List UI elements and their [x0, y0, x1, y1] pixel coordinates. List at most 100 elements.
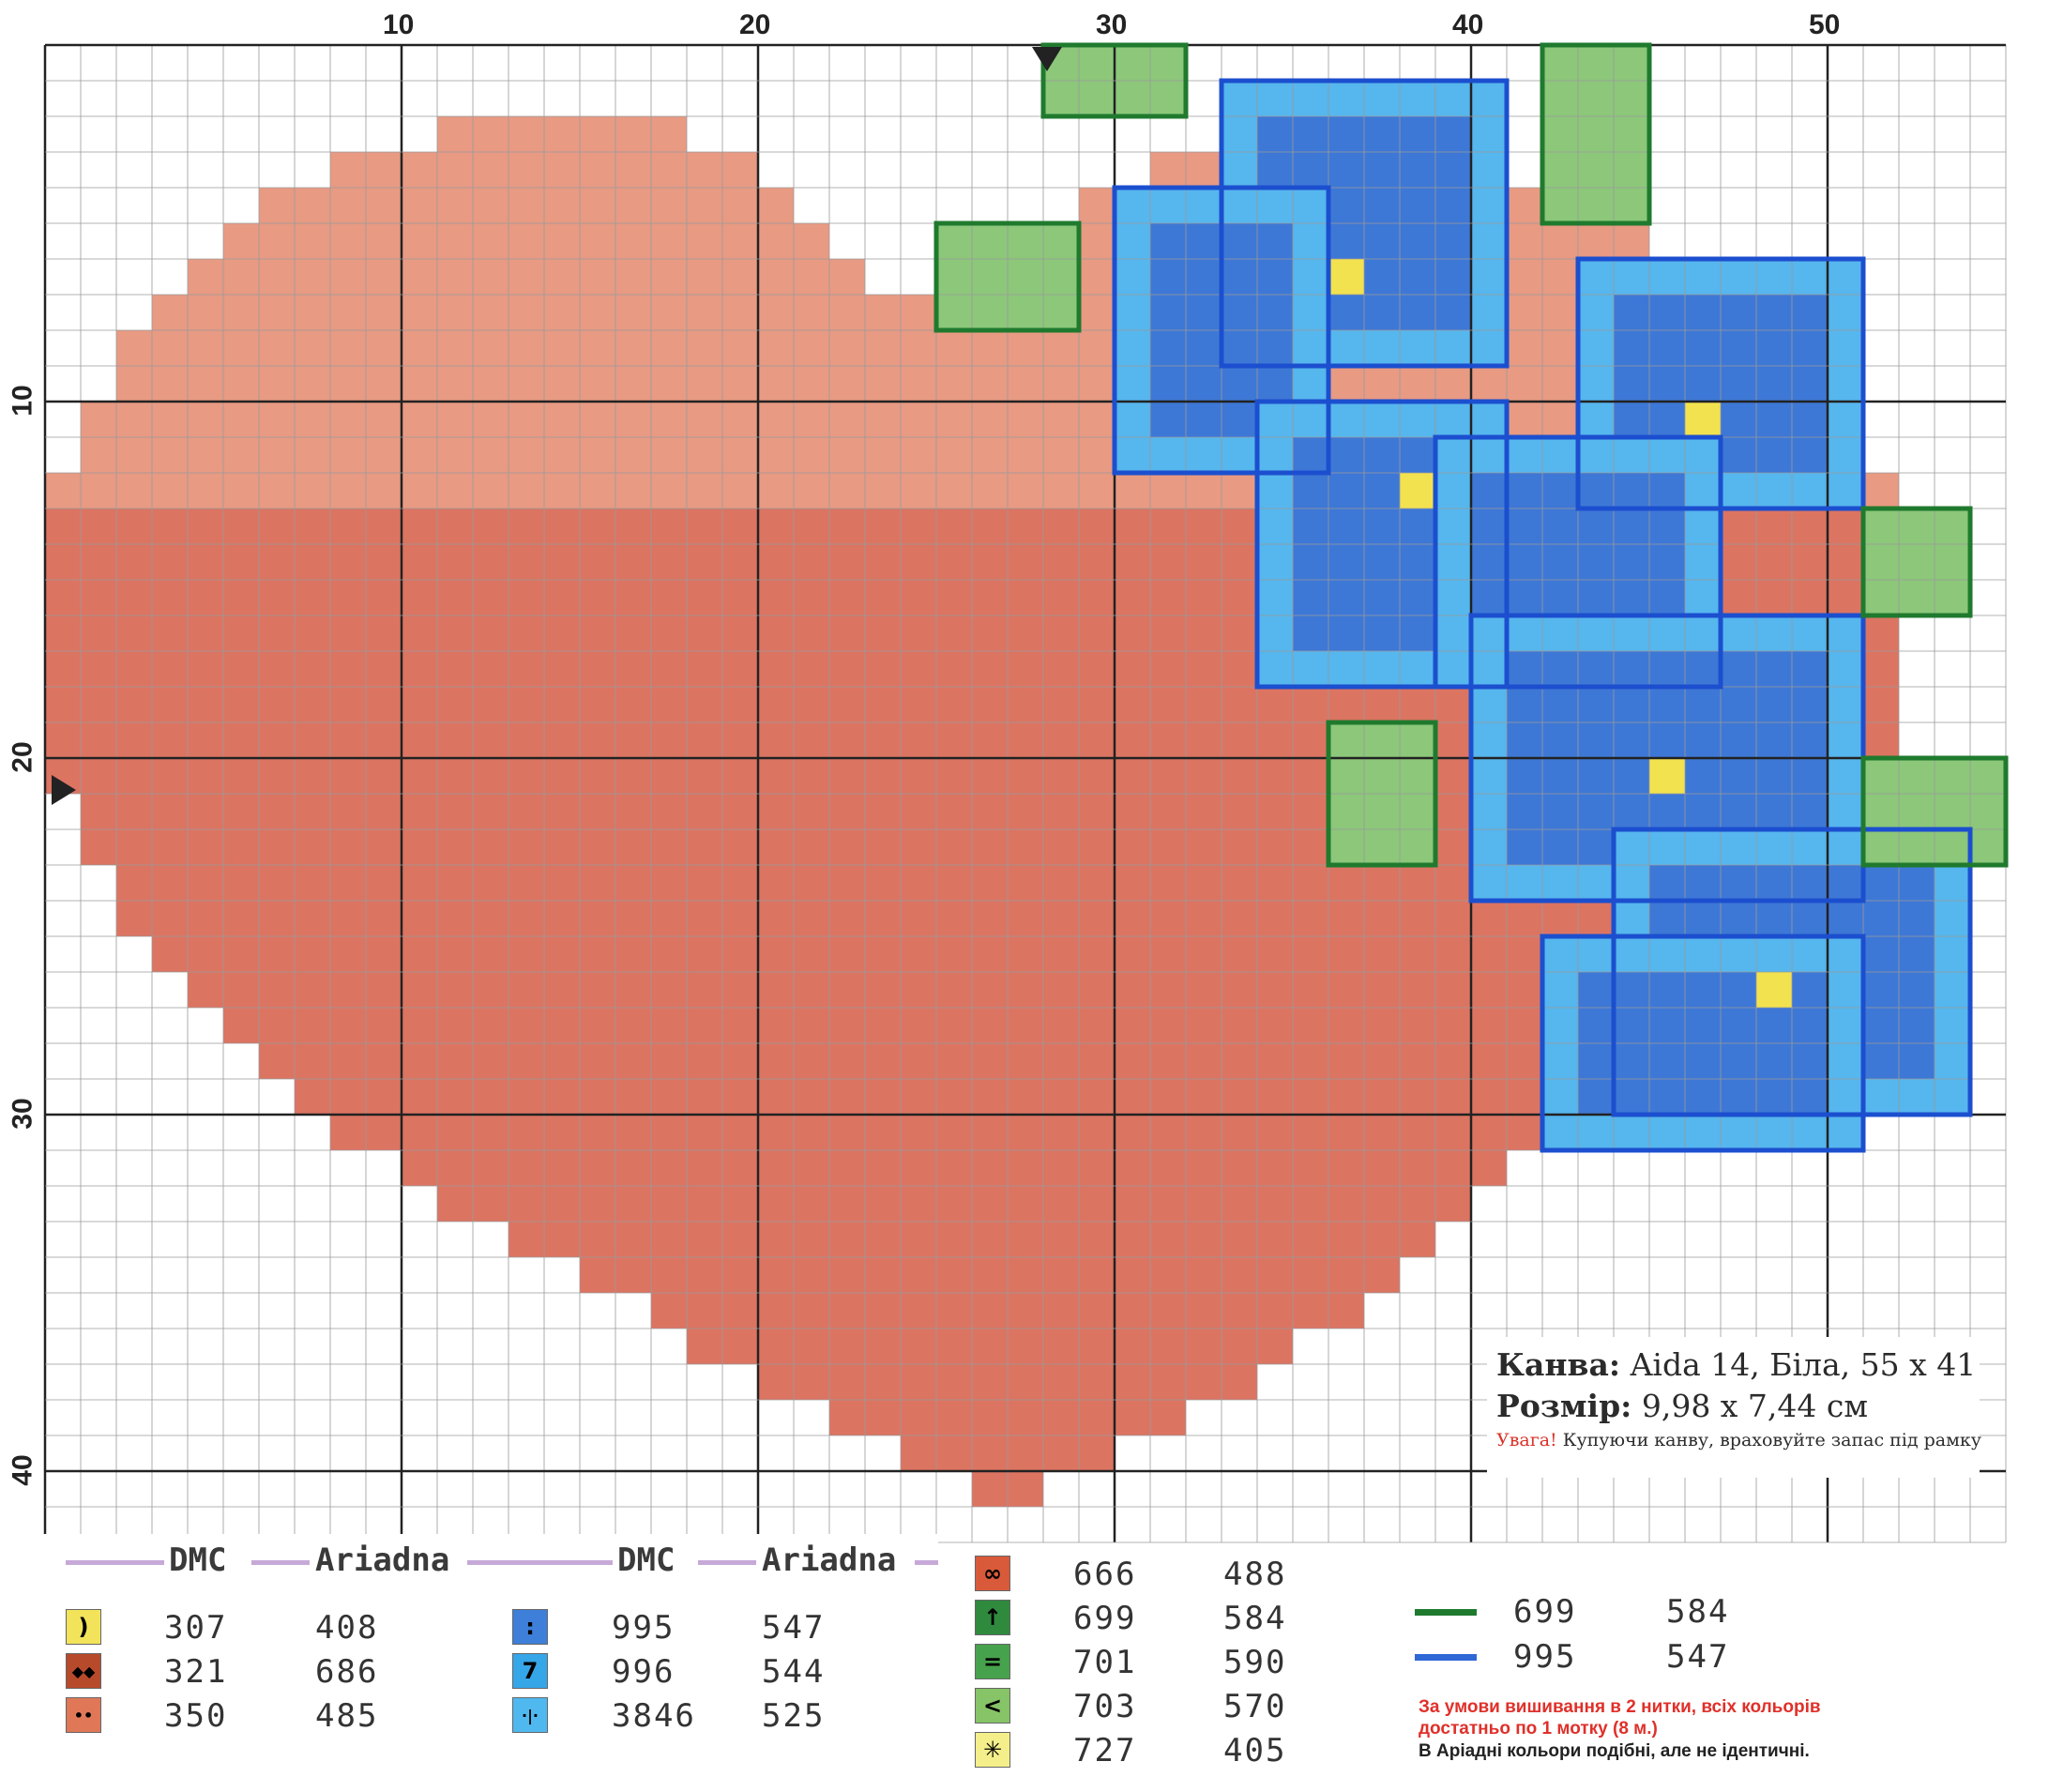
- ariadna-code: 547: [762, 1609, 826, 1647]
- legend-divider: [467, 1560, 613, 1565]
- legend-divider: [251, 1560, 310, 1565]
- ariadna-code: 544: [762, 1653, 826, 1691]
- leaf-outline: [933, 220, 1082, 333]
- legend-header-dmc-2: DMC: [617, 1541, 675, 1579]
- thread-note: За умови вишивання в 2 нитки, всіх кольо…: [1419, 1696, 1831, 1764]
- backstitch-line-blue: [1415, 1654, 1477, 1661]
- legend-row: ↑ 699 584: [970, 1600, 1345, 1639]
- flower-center: [1649, 758, 1685, 794]
- swatch-350: ••: [66, 1697, 101, 1733]
- dmc-code: 307: [164, 1609, 228, 1647]
- backstitch-outlines: [933, 42, 2009, 1153]
- warning-text: Купуючи канву, враховуйте запас під рамк…: [1562, 1430, 1981, 1450]
- canvas-info: Канва: Aida 14, Біла, 55 x 41: [1496, 1344, 1976, 1386]
- axis-top-30: 30: [1096, 9, 1128, 40]
- swatch-703: <: [975, 1688, 1010, 1724]
- dmc-code: 995: [612, 1609, 675, 1647]
- flower-center: [1328, 259, 1364, 295]
- flower-center: [1685, 402, 1721, 437]
- axis-left-30: 30: [7, 1098, 38, 1130]
- cross-stitch-chart: [43, 42, 2009, 1543]
- dmc-code: 699: [1513, 1593, 1577, 1631]
- ariadna-code: 584: [1223, 1600, 1287, 1637]
- swatch-699: ↑: [975, 1600, 1010, 1635]
- swatch-307: ): [66, 1609, 101, 1645]
- swatch-995: :: [512, 1609, 548, 1645]
- canvas-value: Aida 14, Біла, 55 x 41: [1630, 1346, 1977, 1383]
- size-label: Розмір:: [1496, 1388, 1632, 1424]
- legend-left-panel: DMC Ariadna DMC Ariadna ) 307 408 ◆◆ 321…: [0, 1534, 938, 1792]
- warning-label: Увага!: [1496, 1430, 1557, 1450]
- heart-region: [402, 1150, 1507, 1186]
- ariadna-code: 485: [315, 1697, 379, 1735]
- backstitch-line-green: [1415, 1609, 1477, 1616]
- stitch-cells: [45, 45, 2006, 1507]
- legend-row: ·|· 3846 525: [507, 1697, 938, 1737]
- axis-top-20: 20: [739, 9, 771, 40]
- legend-divider: [66, 1560, 164, 1565]
- heart-region: [116, 901, 1792, 936]
- leaf-outline: [1326, 720, 1438, 868]
- ariadna-code: 686: [315, 1653, 379, 1691]
- dmc-code: 701: [1073, 1644, 1137, 1681]
- legend-divider: [698, 1560, 756, 1565]
- legend-row: ✳ 727 405: [970, 1732, 1345, 1771]
- dmc-code: 727: [1073, 1732, 1137, 1769]
- leaf: [1542, 45, 1649, 223]
- leaf-outline: [1040, 42, 1189, 119]
- heart-region: [259, 188, 794, 223]
- swatch-321: ◆◆: [66, 1653, 101, 1689]
- legend-right-panel: ∞ 666 488 ↑ 699 584 = 701 590 < 703 570 …: [946, 1548, 1829, 1792]
- center-marker-left-icon: [52, 775, 76, 805]
- canvas-label: Канва:: [1496, 1346, 1621, 1383]
- note-color-disclaimer: В Аріадні кольори подібні, але не іденти…: [1419, 1741, 1810, 1761]
- dmc-code: 3846: [612, 1697, 696, 1735]
- flower-outline: [1112, 185, 1331, 476]
- legend-row: : 995 547: [507, 1609, 938, 1648]
- leaf-outline: [1540, 42, 1652, 226]
- heart-region: [223, 1008, 1685, 1043]
- swatch-727: ✳: [975, 1732, 1010, 1768]
- swatch-666: ∞: [975, 1556, 1010, 1591]
- heart-region: [437, 1186, 1471, 1222]
- swatch-996: 7: [512, 1653, 548, 1689]
- flower-center: [1400, 473, 1435, 509]
- legend-header-dmc-1: DMC: [169, 1541, 227, 1579]
- ariadna-code: 584: [1666, 1593, 1730, 1631]
- ariadna-code: 590: [1223, 1644, 1287, 1681]
- axis-top-50: 50: [1809, 9, 1841, 40]
- axis-top-10: 10: [383, 9, 415, 40]
- ariadna-code: 547: [1666, 1638, 1730, 1676]
- flower-outline: [1433, 434, 1723, 690]
- flower-outline: [1540, 934, 1866, 1153]
- legend-header-ariadna-2: Ariadna: [762, 1541, 897, 1579]
- axis-top-40: 40: [1452, 9, 1484, 40]
- legend-row: = 701 590: [970, 1644, 1345, 1683]
- leaf-outline: [1860, 506, 1973, 618]
- size-value: 9,98 x 7,44 см: [1641, 1388, 1869, 1424]
- legend-row: •• 350 485: [0, 1697, 450, 1737]
- axis-left-40: 40: [7, 1454, 38, 1486]
- flower-outline: [1254, 399, 1510, 690]
- heart-region: [223, 223, 829, 259]
- legend-row: ) 307 408: [0, 1609, 450, 1648]
- backstitch-row-995: 995 547: [1415, 1638, 1809, 1678]
- axis-left-10: 10: [7, 385, 38, 417]
- heart-region: [437, 116, 687, 152]
- axis-left-20: 20: [7, 741, 38, 773]
- swatch-701: =: [975, 1644, 1010, 1679]
- note-thread-amount: За умови вишивання в 2 нитки, всіх кольо…: [1419, 1697, 1821, 1739]
- ariadna-code: 570: [1223, 1688, 1287, 1725]
- legend-row: 7 996 544: [507, 1653, 938, 1693]
- heart-region: [188, 972, 1721, 1008]
- dmc-code: 321: [164, 1653, 228, 1691]
- ariadna-code: 488: [1223, 1556, 1287, 1593]
- heart-region: [687, 1329, 1293, 1364]
- flower-outline: [1219, 78, 1510, 369]
- center-marker-top-icon: [1032, 47, 1062, 71]
- dmc-code: 996: [612, 1653, 675, 1691]
- flower-center: [1756, 972, 1792, 1008]
- legend-row: ∞ 666 488: [970, 1556, 1345, 1595]
- swatch-3846: ·|·: [512, 1697, 548, 1733]
- legend-header-ariadna-1: Ariadna: [315, 1541, 450, 1579]
